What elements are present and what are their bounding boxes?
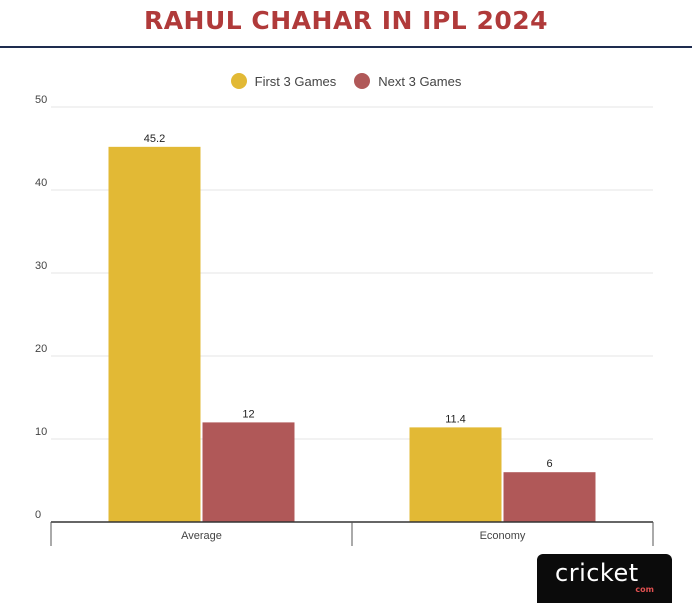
bar-average-next-3-games — [202, 422, 295, 522]
data-label-economy-next-3-games: 6 — [546, 458, 552, 470]
legend-item-next-3-games: Next 3 Games — [354, 73, 461, 89]
x-tick-label-economy: Economy — [480, 530, 526, 542]
logo-subtext: com — [635, 585, 654, 594]
brand-logo: cricket com — [537, 554, 672, 603]
legend-label-first-3-games: First 3 Games — [254, 73, 337, 89]
bar-economy-first-3-games — [409, 427, 502, 522]
y-tick-label-10: 10 — [35, 426, 47, 438]
bar-economy-next-3-games — [503, 472, 596, 522]
legend-swatch-next-3-games — [354, 73, 371, 89]
data-label-average-next-3-games: 12 — [242, 408, 254, 420]
data-label-average-first-3-games: 45.2 — [144, 133, 165, 145]
y-tick-label-0: 0 — [35, 509, 41, 521]
y-tick-label-30: 30 — [35, 260, 47, 272]
y-tick-label-20: 20 — [35, 343, 47, 355]
y-tick-label-40: 40 — [35, 177, 47, 189]
chart-title: RAHUL CHAHAR IN IPL 2024 — [143, 6, 549, 35]
x-tick-label-average: Average — [181, 530, 222, 542]
y-tick-label-50: 50 — [35, 94, 47, 106]
legend-swatch-first-3-games — [230, 73, 247, 89]
chart-legend: First 3 Games Next 3 Games — [0, 73, 692, 89]
data-label-economy-first-3-games: 11.4 — [445, 413, 466, 425]
legend-label-next-3-games: Next 3 Games — [378, 73, 462, 89]
logo-text: cricket — [555, 559, 639, 587]
legend-item-first-3-games: First 3 Games — [230, 73, 337, 89]
title-divider — [0, 46, 692, 48]
bar-average-first-3-games — [108, 146, 201, 522]
